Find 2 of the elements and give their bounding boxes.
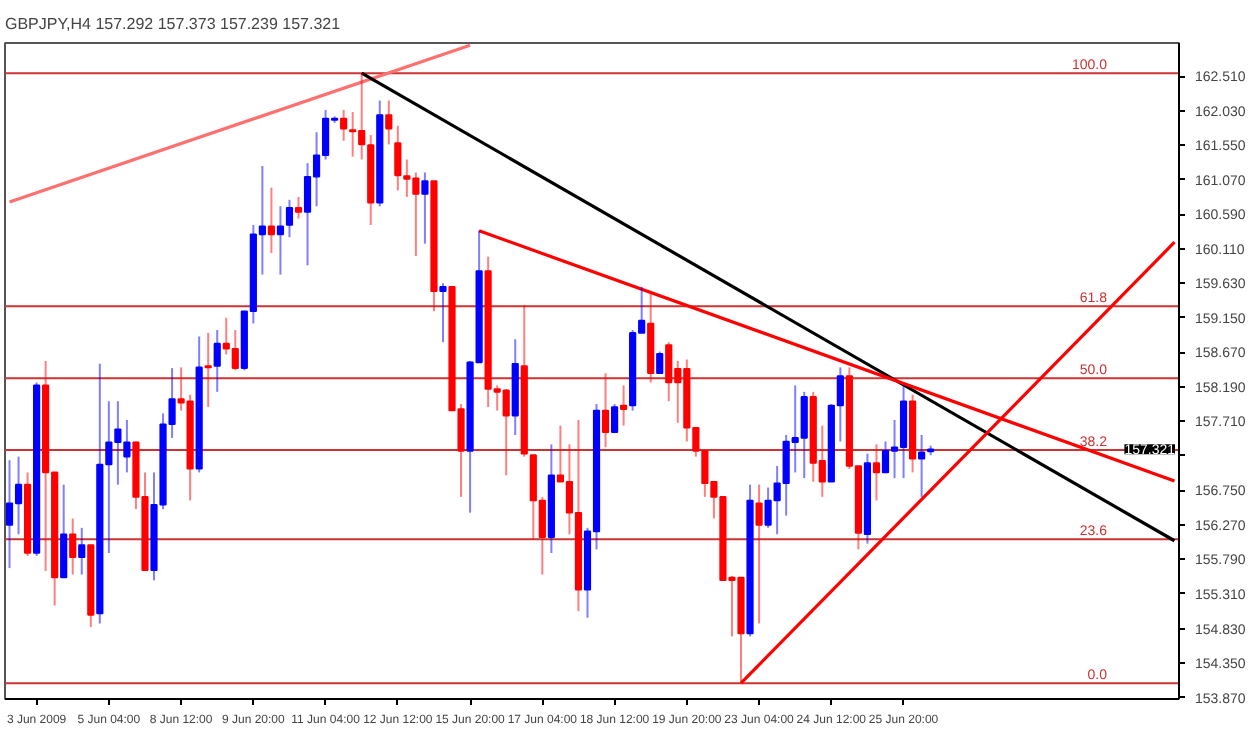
chart-title: GBPJPY,H4 157.292 157.373 157.239 157.321	[5, 15, 342, 33]
candlestick	[610, 403, 619, 434]
